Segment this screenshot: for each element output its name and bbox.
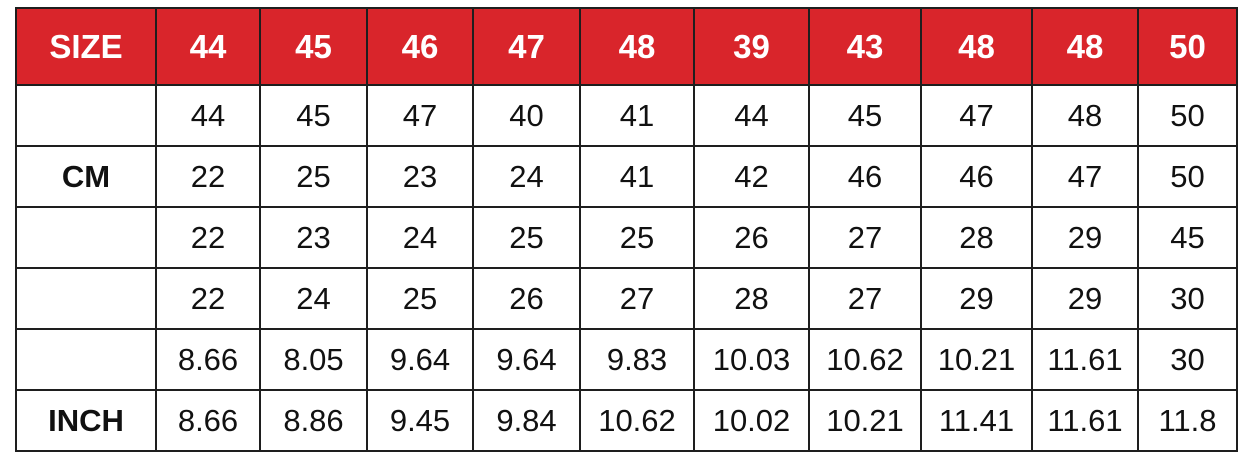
table-cell: 25 (366, 267, 474, 330)
header-size-cell: 48 (920, 7, 1033, 86)
table-row: 44 45 47 40 41 44 45 47 48 50 (15, 84, 1238, 147)
table-row: CM 22 25 23 24 41 42 46 46 47 50 (15, 145, 1238, 208)
header-row: SIZE 44 45 46 47 48 39 43 48 48 50 (15, 7, 1238, 86)
size-chart-table: SIZE 44 45 46 47 48 39 43 48 48 50 44 45 47 40 41 44 45 4… (15, 7, 1238, 452)
table-cell: 47 (1031, 145, 1139, 208)
table-cell: 25 (472, 206, 581, 269)
table-cell: 45 (259, 84, 368, 147)
table-cell: 23 (366, 145, 474, 208)
table-cell: 28 (693, 267, 810, 330)
header-size-cell: 48 (1031, 7, 1139, 86)
table-cell: 26 (693, 206, 810, 269)
table-cell: 50 (1137, 145, 1238, 208)
table-cell: 42 (693, 145, 810, 208)
row-label (15, 267, 157, 330)
table-cell: 30 (1137, 328, 1238, 391)
header-size-cell: 50 (1137, 7, 1238, 86)
table-cell: 10.62 (808, 328, 922, 391)
table-cell: 11.8 (1137, 389, 1238, 452)
table-cell: 47 (920, 84, 1033, 147)
header-size-cell: 45 (259, 7, 368, 86)
table-cell: 9.64 (366, 328, 474, 391)
table-cell: 45 (1137, 206, 1238, 269)
table-cell: 26 (472, 267, 581, 330)
table-cell: 8.05 (259, 328, 368, 391)
header-size-cell: 43 (808, 7, 922, 86)
table-cell: 9.83 (579, 328, 695, 391)
table-cell: 10.21 (920, 328, 1033, 391)
table-cell: 8.66 (155, 328, 261, 391)
header-size-label: SIZE (15, 7, 157, 86)
table-cell: 41 (579, 145, 695, 208)
table-row: 22 24 25 26 27 28 27 29 29 30 (15, 267, 1238, 330)
table-cell: 22 (155, 145, 261, 208)
table-cell: 24 (472, 145, 581, 208)
table-cell: 9.84 (472, 389, 581, 452)
table-row: INCH 8.66 8.86 9.45 9.84 10.62 10.02 10.21 11.41… (15, 389, 1238, 452)
table-cell: 9.64 (472, 328, 581, 391)
table-cell: 10.21 (808, 389, 922, 452)
table-row: 22 23 24 25 25 26 27 28 29 45 (15, 206, 1238, 269)
table-cell: 45 (808, 84, 922, 147)
table-cell: 46 (808, 145, 922, 208)
table-cell: 22 (155, 267, 261, 330)
table-cell: 23 (259, 206, 368, 269)
table-cell: 47 (366, 84, 474, 147)
table-cell: 29 (920, 267, 1033, 330)
header-size-cell: 46 (366, 7, 474, 86)
table-cell: 9.45 (366, 389, 474, 452)
table-cell: 10.02 (693, 389, 810, 452)
row-label: INCH (15, 389, 157, 452)
table-cell: 44 (155, 84, 261, 147)
table-cell: 27 (579, 267, 695, 330)
header-size-cell: 39 (693, 7, 810, 86)
table-cell: 40 (472, 84, 581, 147)
table-cell: 41 (579, 84, 695, 147)
header-size-cell: 44 (155, 7, 261, 86)
row-label (15, 84, 157, 147)
row-label: CM (15, 145, 157, 208)
table-cell: 11.61 (1031, 328, 1139, 391)
table-cell: 28 (920, 206, 1033, 269)
table-cell: 30 (1137, 267, 1238, 330)
table-cell: 10.62 (579, 389, 695, 452)
table-body: 44 45 47 40 41 44 45 47 48 50 CM 22 25 23 24 41 42 46 46 47… (15, 84, 1238, 452)
table-cell: 44 (693, 84, 810, 147)
table-cell: 29 (1031, 206, 1139, 269)
table-cell: 25 (579, 206, 695, 269)
table-cell: 10.03 (693, 328, 810, 391)
table-cell: 24 (366, 206, 474, 269)
table-cell: 24 (259, 267, 368, 330)
table-header: SIZE 44 45 46 47 48 39 43 48 48 50 (15, 7, 1238, 86)
table-row: 8.66 8.05 9.64 9.64 9.83 10.03 10.62 10.21 11.61… (15, 328, 1238, 391)
table-cell: 48 (1031, 84, 1139, 147)
table-cell: 22 (155, 206, 261, 269)
table-cell: 11.61 (1031, 389, 1139, 452)
row-label (15, 328, 157, 391)
table-cell: 27 (808, 206, 922, 269)
table-cell: 11.41 (920, 389, 1033, 452)
table-cell: 27 (808, 267, 922, 330)
table-cell: 25 (259, 145, 368, 208)
table-cell: 8.86 (259, 389, 368, 452)
header-size-cell: 47 (472, 7, 581, 86)
table-cell: 29 (1031, 267, 1139, 330)
row-label (15, 206, 157, 269)
table-cell: 46 (920, 145, 1033, 208)
header-size-cell: 48 (579, 7, 695, 86)
table-cell: 50 (1137, 84, 1238, 147)
table-cell: 8.66 (155, 389, 261, 452)
